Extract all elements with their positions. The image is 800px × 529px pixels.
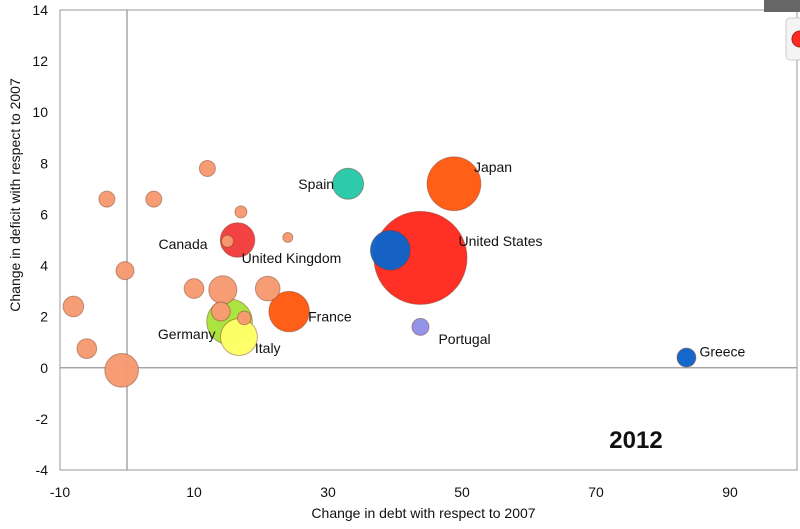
panel-edge (764, 0, 800, 12)
label-united-states: United States (458, 233, 542, 249)
bubble-unlabeled[interactable] (198, 159, 216, 177)
bubble-unlabeled[interactable] (221, 234, 234, 248)
bubble-united-kingdom[interactable] (369, 229, 411, 271)
bubble-italy[interactable] (219, 318, 258, 357)
label-portugal: Portugal (438, 331, 490, 347)
bubble-unlabeled[interactable] (208, 275, 238, 305)
x-tick-label: -10 (50, 484, 70, 500)
bubble-unlabeled[interactable] (62, 295, 85, 318)
y-tick-label: 12 (32, 53, 48, 69)
x-tick-label: 10 (186, 484, 202, 500)
bubble-series (62, 156, 697, 388)
bubble-japan[interactable] (426, 156, 482, 212)
legend-bubble-icon (791, 30, 800, 48)
label-spain: Spain (298, 176, 334, 192)
bubble-unlabeled[interactable] (98, 190, 116, 208)
x-axis-ticks: -10 10 30 50 70 90 (50, 484, 738, 500)
x-tick-label: 50 (454, 484, 470, 500)
x-tick-label: 70 (588, 484, 604, 500)
bubble-canada[interactable] (219, 222, 256, 258)
bubble-unlabeled[interactable] (282, 231, 294, 243)
label-france: France (308, 309, 352, 325)
y-tick-label: -4 (36, 462, 49, 478)
bubble-spain[interactable] (332, 167, 365, 200)
bubble-portugal[interactable] (411, 317, 430, 336)
label-germany: Germany (158, 326, 216, 342)
y-tick-label: 4 (40, 258, 48, 274)
year-label: 2012 (609, 427, 662, 454)
bubble-unlabeled[interactable] (210, 301, 231, 322)
label-japan: Japan (474, 159, 512, 175)
x-tick-label: 90 (722, 484, 738, 500)
bubble-unlabeled[interactable] (236, 310, 252, 326)
x-axis-title: Change in debt with respect to 2007 (311, 505, 535, 521)
bubble-unlabeled[interactable] (76, 338, 98, 359)
legend-panel-edge[interactable] (764, 0, 800, 61)
y-tick-label: 8 (40, 155, 48, 171)
x-tick-label: 30 (320, 484, 336, 500)
y-tick-label: 0 (40, 360, 48, 376)
bubble-unlabeled[interactable] (115, 261, 135, 281)
bubble-unlabeled[interactable] (254, 275, 281, 302)
reference-lines (60, 10, 797, 470)
y-axis-title: Change in deficit with respect to 2007 (7, 78, 23, 312)
label-united-kingdom: United Kingdom (242, 250, 342, 266)
bubble-unlabeled[interactable] (234, 205, 248, 219)
y-tick-label: -2 (36, 411, 49, 427)
label-italy: Italy (255, 340, 281, 356)
y-tick-label: 14 (32, 2, 48, 18)
y-axis-ticks: 14 12 10 8 6 4 2 0 -2 -4 (32, 2, 48, 478)
bubble-unlabeled[interactable] (183, 278, 205, 299)
y-tick-label: 10 (32, 104, 48, 120)
bubble-france[interactable] (268, 290, 310, 333)
label-canada: Canada (159, 236, 208, 252)
y-tick-label: 2 (40, 309, 48, 325)
bubble-greece[interactable] (676, 347, 697, 368)
label-greece: Greece (699, 344, 745, 360)
bubble-labels: Spain Japan Canada United Kingdom United Sta… (158, 159, 746, 360)
bubble-unlabeled[interactable] (104, 352, 139, 388)
y-tick-label: 6 (40, 206, 48, 222)
bubble-unlabeled[interactable] (145, 190, 163, 208)
